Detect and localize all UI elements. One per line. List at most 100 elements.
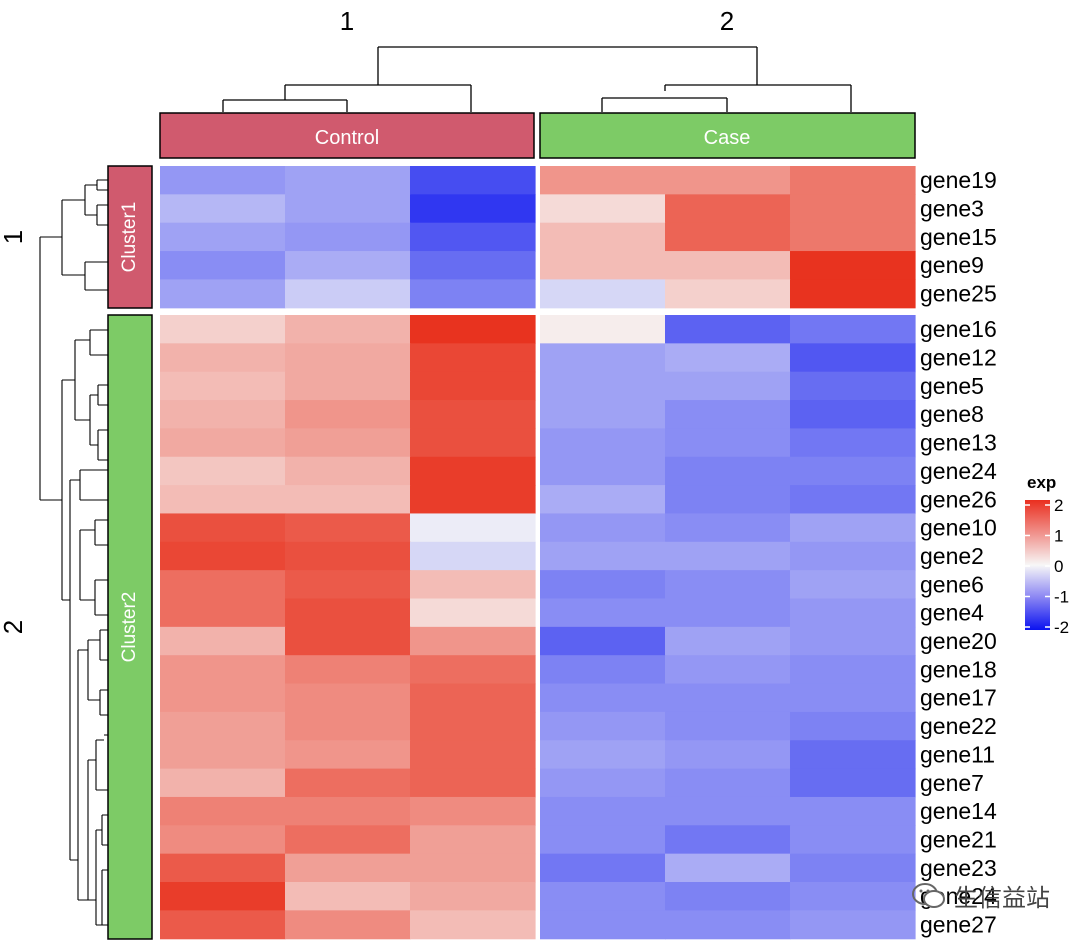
- heatmap-cell: [410, 740, 536, 770]
- gene-label: gene5: [920, 373, 984, 399]
- heatmap-cell: [790, 655, 916, 685]
- heatmap-cell: [160, 428, 286, 458]
- heatmap-cell: [285, 570, 411, 600]
- heatmap-cell: [540, 768, 666, 798]
- heatmap-cell: [540, 598, 666, 628]
- heatmap-cell: [540, 740, 666, 770]
- heatmap-cell: [540, 655, 666, 685]
- row-split-title-2: 2: [0, 620, 28, 634]
- heatmap-cell: [285, 315, 411, 344]
- heatmap-cell: [665, 683, 791, 713]
- heatmap-cell: [540, 279, 666, 309]
- heatmap-cell: [665, 570, 791, 600]
- heatmap-cell: [160, 541, 286, 571]
- heatmap-cell: [160, 166, 286, 195]
- heatmap-cell: [410, 570, 536, 600]
- heatmap-cell: [540, 456, 666, 486]
- heatmap-cell: [790, 251, 916, 280]
- heatmap-cell: [160, 910, 286, 940]
- heatmap-cell: [665, 626, 791, 656]
- column-annotation-case: [539, 112, 916, 159]
- heatmap-cell: [285, 513, 411, 543]
- heatmap-cell: [410, 910, 536, 940]
- heatmap-cells: [160, 166, 916, 940]
- gene-label: gene21: [920, 826, 997, 852]
- heatmap-cell: [285, 853, 411, 883]
- heatmap-cell: [285, 428, 411, 458]
- gene-label: gene13: [920, 430, 997, 456]
- heatmap-cell: [285, 194, 411, 224]
- heatmap-cell: [410, 194, 536, 224]
- heatmap-cell: [160, 400, 286, 429]
- heatmap-cell: [790, 315, 916, 344]
- legend: exp 2 1 0 -1 -2: [1025, 473, 1069, 637]
- heatmap-cell: [285, 740, 411, 770]
- row-annotation-cluster1-label: Cluster1: [119, 202, 140, 273]
- gene-label: gene8: [920, 401, 984, 427]
- column-annotation-control: [159, 112, 535, 159]
- heatmap-cell: [160, 882, 286, 911]
- heatmap-cell: [410, 541, 536, 571]
- heatmap-cell: [160, 485, 286, 515]
- gene-label: gene18: [920, 656, 997, 682]
- heatmap-cell: [790, 279, 916, 309]
- heatmap-cell: [160, 456, 286, 486]
- heatmap-cell: [790, 428, 916, 458]
- heatmap-cell: [665, 315, 791, 344]
- heatmap-cell: [665, 655, 791, 685]
- heatmap-cell: [665, 456, 791, 486]
- heatmap-cell: [160, 711, 286, 741]
- legend-color-bar: [1025, 500, 1050, 630]
- row-split-title-1: 1: [0, 230, 28, 244]
- legend-tick-label: 0: [1054, 557, 1063, 576]
- heatmap-cell: [285, 279, 411, 309]
- heatmap-cell: [665, 768, 791, 798]
- heatmap-cell: [160, 626, 286, 656]
- heatmap-cell: [410, 825, 536, 855]
- gene-label: gene22: [920, 713, 997, 739]
- legend-tick-label: -2: [1054, 618, 1069, 637]
- heatmap-cell: [285, 825, 411, 855]
- heatmap-cell: [160, 825, 286, 855]
- legend-tick-label: -1: [1054, 588, 1069, 607]
- heatmap-cell: [285, 166, 411, 195]
- heatmap-cell: [285, 485, 411, 515]
- heatmap-cell: [790, 796, 916, 826]
- gene-label: gene2: [920, 543, 984, 569]
- heatmap-cell: [410, 371, 536, 401]
- heatmap-cell: [790, 626, 916, 656]
- heatmap-cell: [790, 882, 916, 911]
- heatmap-cell: [410, 853, 536, 883]
- heatmap-cell: [160, 683, 286, 713]
- heatmap-cell: [540, 711, 666, 741]
- gene-label: gene27: [920, 912, 997, 938]
- heatmap-cell: [790, 400, 916, 429]
- heatmap-cell: [790, 222, 916, 252]
- column-split-title-1: 1: [340, 6, 354, 36]
- heatmap-cell: [160, 796, 286, 826]
- heatmap-cell: [540, 251, 666, 280]
- wechat-icon: [912, 882, 945, 908]
- heatmap-cell: [790, 541, 916, 571]
- column-annotation-control-label: Control: [315, 127, 379, 149]
- heatmap-cell: [160, 570, 286, 600]
- legend-tick-label: 1: [1054, 527, 1063, 546]
- heatmap-cell: [540, 541, 666, 571]
- heatmap-cell: [790, 853, 916, 883]
- heatmap-cell: [665, 882, 791, 911]
- heatmap-cell: [410, 626, 536, 656]
- heatmap-cell: [665, 279, 791, 309]
- gene-label: gene24: [920, 458, 997, 484]
- heatmap-cell: [160, 598, 286, 628]
- gene-label: gene23: [920, 855, 997, 881]
- heatmap-cell: [540, 428, 666, 458]
- legend-title: exp: [1027, 473, 1056, 492]
- heatmap-cell: [790, 456, 916, 486]
- heatmap-cell: [160, 655, 286, 685]
- watermark: 生信益站: [912, 878, 1050, 913]
- heatmap-cell: [160, 279, 286, 309]
- gene-label: gene15: [920, 224, 997, 250]
- row-annotation-cluster2: [107, 314, 153, 940]
- heatmap-cell: [665, 796, 791, 826]
